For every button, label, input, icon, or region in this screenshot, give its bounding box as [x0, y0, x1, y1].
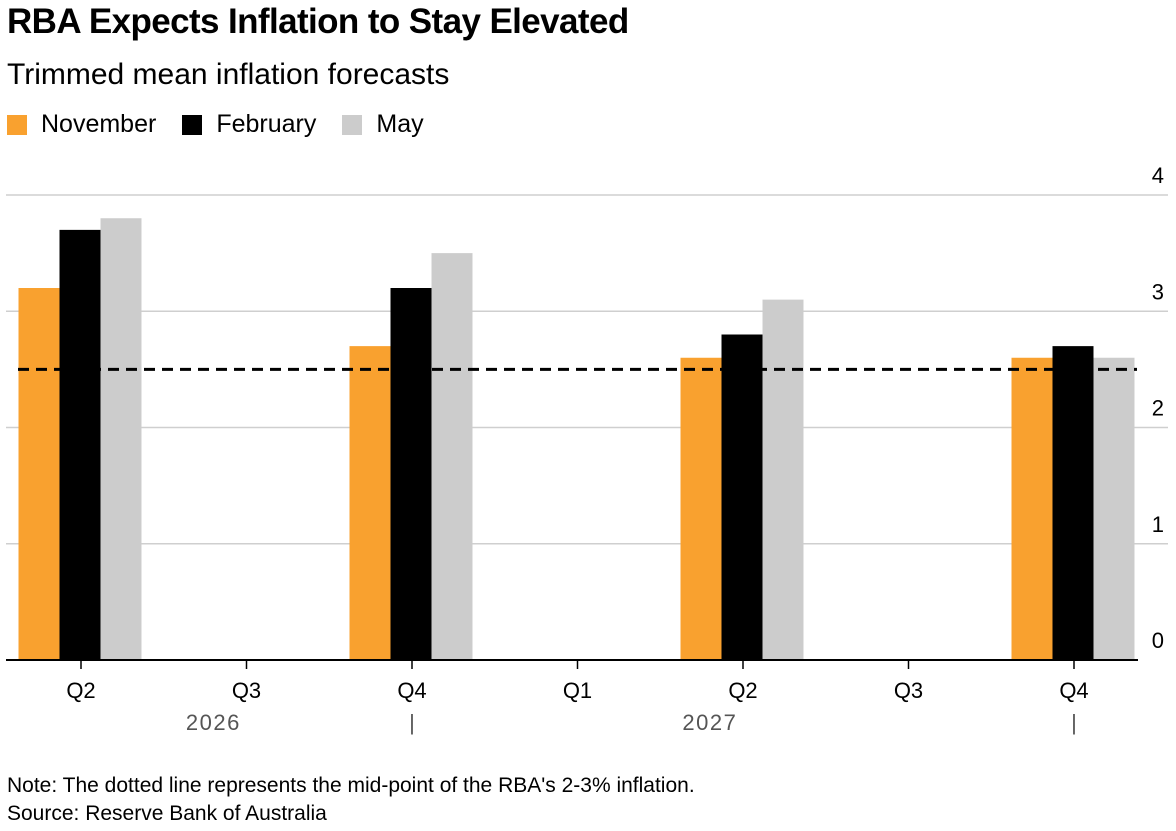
bar-november-5: [680, 357, 722, 660]
legend-swatch-november: [7, 114, 27, 135]
year-separator-3: |: [409, 710, 415, 735]
legend-label-may: May: [376, 110, 424, 138]
chart-title: RBA Expects Inflation to Stay Elevated: [7, 2, 629, 41]
x-tick-label-5: Q2: [728, 678, 757, 703]
y-tick-label-1: 1: [1152, 512, 1164, 537]
legend-item-may: May: [342, 110, 424, 139]
x-tick-label-4: Q1: [563, 678, 592, 703]
bar-may-7: [1093, 357, 1135, 660]
legend-label-february: February: [216, 110, 317, 138]
legend-label-november: November: [41, 110, 157, 138]
chart-subtitle: Trimmed mean inflation forecasts: [7, 58, 450, 91]
bar-may-1: [100, 218, 142, 660]
bar-may-5: [762, 299, 804, 660]
bar-may-3: [431, 253, 473, 660]
year-label-2027: 2027: [682, 710, 737, 735]
y-tick-label-3: 3: [1152, 279, 1164, 304]
x-tick-label-3: Q4: [397, 678, 426, 703]
legend-item-november: November: [7, 110, 156, 139]
y-tick-label-4: 4: [1152, 163, 1164, 188]
source-text: Source: Reserve Bank of Australia: [7, 802, 327, 825]
bar-february-1: [59, 229, 101, 660]
chart-notes: Note: The dotted line represents the mid…: [7, 772, 695, 828]
bar-february-3: [390, 288, 432, 660]
bar-november-3: [349, 346, 391, 660]
legend-item-february: February: [182, 110, 316, 139]
bar-chart: 0 1 2 3 4 Q2 Q3 Q4 Q1 Q2 Q3 Q4 2026 2027 | |: [6, 163, 1168, 735]
y-tick-label-2: 2: [1152, 396, 1164, 421]
x-tick-label-1: Q2: [66, 678, 95, 703]
legend-swatch-may: [342, 114, 363, 135]
x-tick-label-2: Q3: [232, 678, 261, 703]
note-text: Note: The dotted line represents the mid…: [7, 774, 695, 797]
y-tick-label-0: 0: [1152, 628, 1164, 653]
year-separator-7: |: [1071, 710, 1077, 735]
x-tick-label-6: Q3: [894, 678, 923, 703]
bar-february-5: [721, 334, 763, 660]
bar-november-7: [1011, 357, 1053, 660]
year-label-2026: 2026: [186, 710, 241, 735]
x-tick-label-7: Q4: [1059, 678, 1088, 703]
bar-february-7: [1052, 346, 1094, 660]
legend-swatch-february: [182, 114, 203, 135]
legend: November February May: [7, 110, 450, 139]
bar-november-1: [18, 288, 60, 660]
